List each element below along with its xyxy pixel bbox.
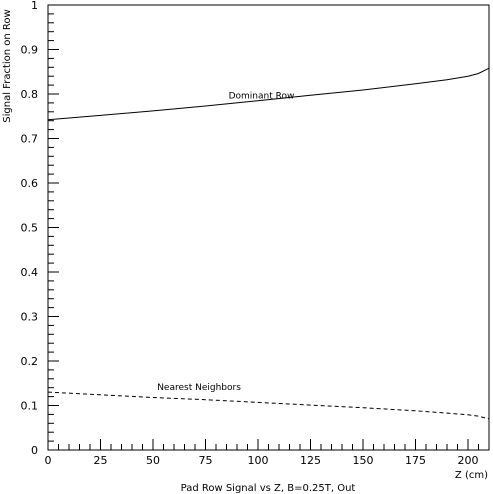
x-tick-label: 100 [248,454,269,467]
y-tick-label: 0.4 [21,266,39,279]
x-tick-label: 75 [199,454,213,467]
annotation-label: Nearest Neighbors [157,383,241,393]
x-axis-ticks: 0 25 50 75 100 125 150 175 200 [45,439,490,467]
x-axis-title: Pad Row Signal vs Z, B=0.25T, Out [181,483,356,494]
series-lines [47,67,490,420]
x-tick-label: 175 [405,454,426,467]
y-tick-label: 0.2 [21,355,39,368]
annotations: Dominant Row Nearest Neighbors [157,91,294,392]
x-tick-label: 25 [94,454,108,467]
x-axis-unit-label: Z (cm) [455,470,488,481]
x-tick-label: 0 [45,454,52,467]
x-tick-label: 125 [300,454,321,467]
y-axis-ticks: 0 0.1 0.2 0.3 0.4 0.5 0.6 0.7 0.8 0.9 1 [21,0,59,457]
y-tick-label: 0.6 [21,177,39,190]
y-tick-label: 1 [31,0,38,12]
x-tick-label: 200 [458,454,479,467]
y-tick-label: 0.7 [21,133,39,146]
x-tick-label: 50 [146,454,160,467]
y-tick-label: 0 [31,444,38,457]
y-axis-title: Signal Fraction on Row [2,9,13,122]
x-tick-label: 150 [353,454,374,467]
y-tick-label: 0.8 [21,88,39,101]
y-tick-label: 0.3 [21,311,39,324]
plot-border [47,4,490,451]
y-tick-label: 0.1 [21,400,39,413]
plot-frame [47,4,490,451]
series-dominant-row [47,67,490,121]
annotation-label: Dominant Row [229,91,295,101]
y-tick-label: 0.5 [21,222,39,235]
y-tick-label: 0.9 [21,44,39,57]
series-nearest-neighbors [47,391,490,420]
